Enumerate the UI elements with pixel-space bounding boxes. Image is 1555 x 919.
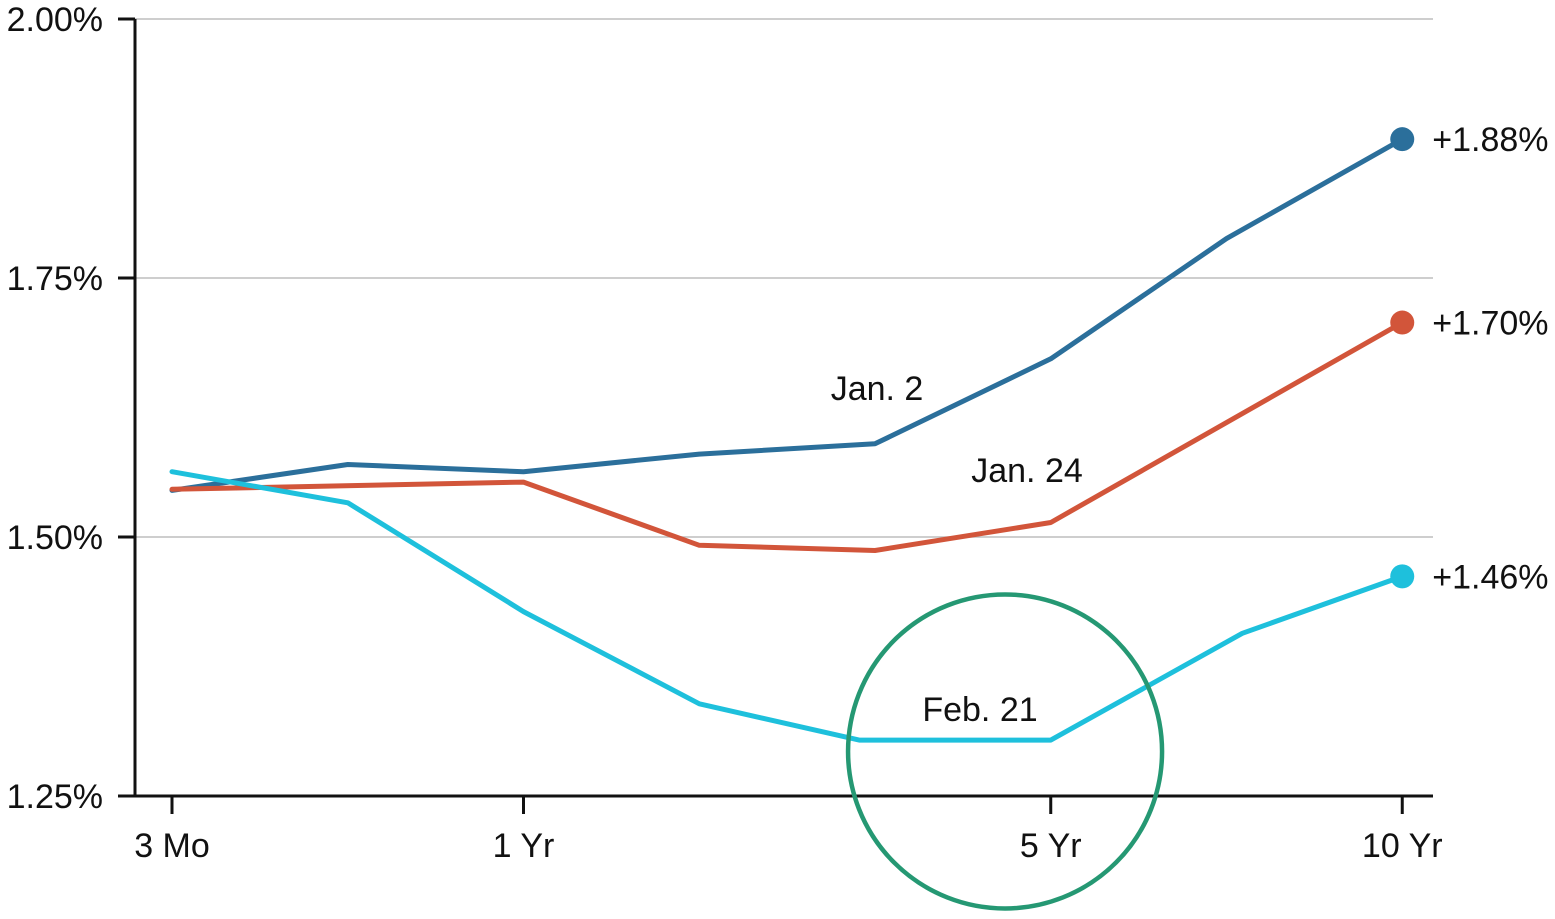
y-tick-label: 2.00% [7, 1, 103, 39]
series-label: Jan. 2 [831, 370, 924, 408]
x-tick-label: 1 Yr [493, 827, 555, 865]
y-tick-label: 1.25% [7, 778, 103, 816]
x-ticks: 3 Mo 1 Yr 5 Yr 10 Yr [134, 796, 1443, 865]
series-label: Feb. 21 [922, 691, 1037, 729]
series-end-label: +1.88% [1432, 121, 1548, 159]
series-end-marker [1390, 564, 1415, 589]
series-end-marker [1390, 310, 1415, 335]
series-end-label: +1.46% [1432, 558, 1548, 596]
y-tick-label: 1.75% [7, 260, 103, 298]
series-labels: Jan. 2 Jan. 24 Feb. 21 [831, 370, 1083, 729]
series-label: Jan. 24 [971, 452, 1083, 490]
highlight-circle [845, 592, 1165, 911]
x-tick-label: 3 Mo [134, 827, 210, 865]
y-ticks: 2.00% 1.75% 1.50% 1.25% [7, 1, 135, 816]
grid-lines [135, 18, 1433, 538]
series-line [169, 320, 1405, 553]
x-tick-label: 5 Yr [1020, 827, 1082, 865]
x-tick-label: 10 Yr [1362, 827, 1443, 865]
series-line [169, 136, 1405, 493]
series-lines [169, 136, 1405, 743]
axes [133, 19, 1433, 798]
series-end-label: +1.70% [1432, 305, 1548, 343]
end-markers: +1.88% +1.70% +1.46% [1390, 121, 1549, 596]
series-end-marker [1390, 127, 1415, 152]
series-line [169, 469, 1405, 743]
annotation [845, 592, 1165, 911]
y-tick-label: 1.50% [7, 519, 103, 557]
